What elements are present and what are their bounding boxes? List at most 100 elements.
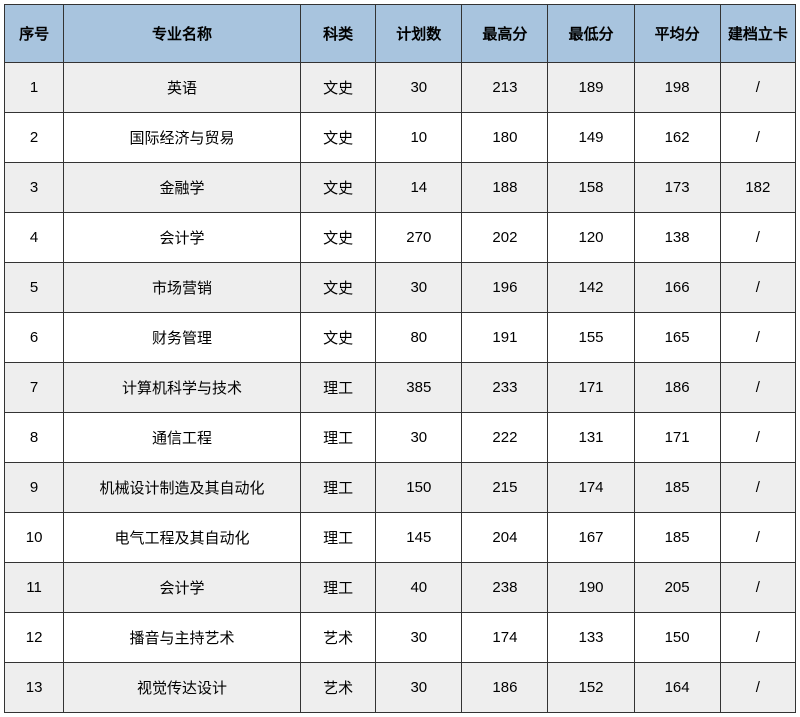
cell-category: 文史 [300,163,375,213]
cell-avg: 171 [634,413,720,463]
cell-min: 171 [548,363,634,413]
cell-seq: 6 [5,313,64,363]
cell-category: 文史 [300,63,375,113]
cell-seq: 3 [5,163,64,213]
cell-category: 文史 [300,213,375,263]
cell-major: 会计学 [64,213,301,263]
cell-plan: 270 [376,213,462,263]
cell-seq: 10 [5,513,64,563]
cell-avg: 198 [634,63,720,113]
cell-min: 167 [548,513,634,563]
cell-seq: 4 [5,213,64,263]
cell-plan: 30 [376,263,462,313]
cell-plan: 30 [376,613,462,663]
table-header: 序号 专业名称 科类 计划数 最高分 最低分 平均分 建档立卡 [5,5,796,63]
cell-avg: 173 [634,163,720,213]
cell-max: 213 [462,63,548,113]
cell-jdlk: / [720,63,795,113]
cell-category: 理工 [300,513,375,563]
cell-max: 202 [462,213,548,263]
table-row: 11 会计学 理工 40 238 190 205 / [5,563,796,613]
table-row: 8 通信工程 理工 30 222 131 171 / [5,413,796,463]
cell-avg: 166 [634,263,720,313]
cell-jdlk: / [720,663,795,713]
cell-major: 国际经济与贸易 [64,113,301,163]
scores-table: 序号 专业名称 科类 计划数 最高分 最低分 平均分 建档立卡 1 英语 文史 … [4,4,796,713]
cell-min: 158 [548,163,634,213]
table-body: 1 英语 文史 30 213 189 198 / 2 国际经济与贸易 文史 10… [5,63,796,713]
cell-max: 215 [462,463,548,513]
cell-seq: 11 [5,563,64,613]
cell-max: 191 [462,313,548,363]
cell-seq: 9 [5,463,64,513]
cell-plan: 80 [376,313,462,363]
table-row: 10 电气工程及其自动化 理工 145 204 167 185 / [5,513,796,563]
cell-min: 190 [548,563,634,613]
cell-avg: 165 [634,313,720,363]
table-row: 12 播音与主持艺术 艺术 30 174 133 150 / [5,613,796,663]
cell-min: 149 [548,113,634,163]
cell-major: 计算机科学与技术 [64,363,301,413]
cell-major: 通信工程 [64,413,301,463]
cell-category: 文史 [300,263,375,313]
cell-plan: 30 [376,663,462,713]
table-row: 1 英语 文史 30 213 189 198 / [5,63,796,113]
cell-max: 233 [462,363,548,413]
cell-max: 174 [462,613,548,663]
header-min: 最低分 [548,5,634,63]
cell-category: 文史 [300,113,375,163]
cell-avg: 186 [634,363,720,413]
cell-min: 174 [548,463,634,513]
table-row: 9 机械设计制造及其自动化 理工 150 215 174 185 / [5,463,796,513]
cell-max: 204 [462,513,548,563]
cell-plan: 30 [376,63,462,113]
cell-major: 英语 [64,63,301,113]
cell-seq: 2 [5,113,64,163]
cell-major: 视觉传达设计 [64,663,301,713]
cell-avg: 138 [634,213,720,263]
cell-plan: 14 [376,163,462,213]
cell-plan: 40 [376,563,462,613]
cell-min: 133 [548,613,634,663]
table-row: 13 视觉传达设计 艺术 30 186 152 164 / [5,663,796,713]
cell-max: 238 [462,563,548,613]
cell-seq: 5 [5,263,64,313]
cell-seq: 7 [5,363,64,413]
table-row: 2 国际经济与贸易 文史 10 180 149 162 / [5,113,796,163]
header-plan: 计划数 [376,5,462,63]
cell-jdlk: 182 [720,163,795,213]
cell-max: 180 [462,113,548,163]
cell-category: 艺术 [300,663,375,713]
cell-jdlk: / [720,213,795,263]
cell-min: 155 [548,313,634,363]
cell-major: 机械设计制造及其自动化 [64,463,301,513]
header-seq: 序号 [5,5,64,63]
cell-jdlk: / [720,263,795,313]
cell-seq: 1 [5,63,64,113]
cell-avg: 150 [634,613,720,663]
cell-avg: 162 [634,113,720,163]
cell-major: 播音与主持艺术 [64,613,301,663]
cell-min: 152 [548,663,634,713]
cell-major: 电气工程及其自动化 [64,513,301,563]
cell-seq: 8 [5,413,64,463]
cell-avg: 185 [634,463,720,513]
cell-major: 金融学 [64,163,301,213]
cell-jdlk: / [720,413,795,463]
cell-seq: 12 [5,613,64,663]
header-max: 最高分 [462,5,548,63]
cell-max: 188 [462,163,548,213]
cell-plan: 385 [376,363,462,413]
cell-min: 189 [548,63,634,113]
cell-min: 142 [548,263,634,313]
cell-jdlk: / [720,313,795,363]
header-jdlk: 建档立卡 [720,5,795,63]
cell-category: 文史 [300,313,375,363]
cell-plan: 10 [376,113,462,163]
cell-major: 会计学 [64,563,301,613]
cell-plan: 150 [376,463,462,513]
table-row: 4 会计学 文史 270 202 120 138 / [5,213,796,263]
table-row: 7 计算机科学与技术 理工 385 233 171 186 / [5,363,796,413]
cell-jdlk: / [720,513,795,563]
cell-category: 理工 [300,413,375,463]
